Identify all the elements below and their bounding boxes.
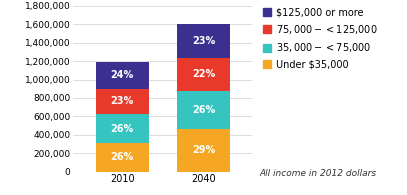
- Text: 26%: 26%: [110, 123, 134, 134]
- Bar: [177, 90, 230, 129]
- Bar: [177, 58, 230, 90]
- Text: 29%: 29%: [192, 145, 215, 155]
- Text: 23%: 23%: [192, 36, 215, 46]
- Bar: [177, 24, 230, 58]
- Bar: [96, 114, 149, 143]
- Text: 23%: 23%: [110, 97, 134, 106]
- Text: 26%: 26%: [192, 105, 215, 115]
- Text: 26%: 26%: [110, 152, 134, 162]
- Bar: [177, 129, 230, 172]
- Legend: $125,000 or more, $75,000 -< $125,000, $35,000 -< $75,000, Under $35,000: $125,000 or more, $75,000 -< $125,000, $…: [263, 7, 378, 69]
- Text: All income in 2012 dollars: All income in 2012 dollars: [260, 168, 377, 177]
- Text: 24%: 24%: [110, 70, 134, 81]
- Bar: [96, 89, 149, 114]
- Bar: [96, 62, 149, 89]
- Bar: [96, 143, 149, 172]
- Text: 22%: 22%: [192, 69, 215, 79]
